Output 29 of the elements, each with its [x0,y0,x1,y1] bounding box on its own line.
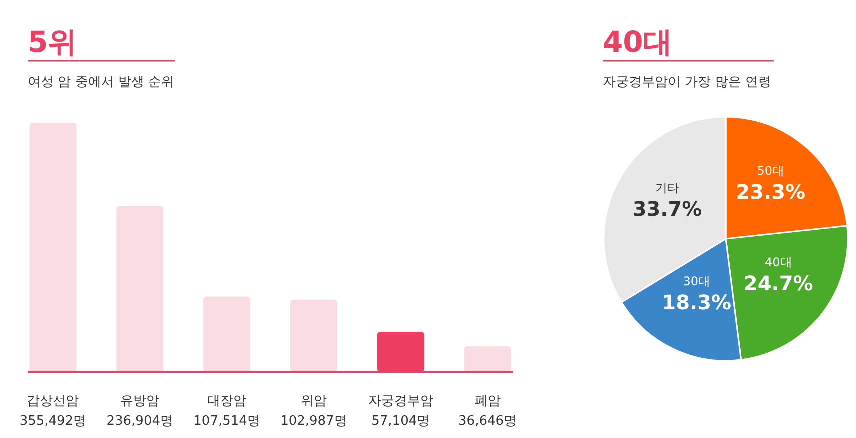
bar [30,123,77,372]
bar [464,346,512,372]
x-tick-label: 대장암 [208,394,247,409]
chart-subtitle: 여성 암 중에서 발생 순위 [28,75,175,90]
slice-label: 기타 [656,181,680,196]
data-label: 24.7% [744,272,814,296]
bar [204,296,251,372]
x-tick-label: 자궁경부암 [368,394,434,409]
bar [290,300,338,372]
slice-label: 30대 [683,274,710,288]
data-label: 23.3% [736,180,806,204]
slice-label: 40대 [764,256,792,270]
data-label: 236,904명 [106,414,174,429]
chart-subtitle: 자궁경부암이 가장 많은 연령 [603,75,772,90]
data-label: 355,492명 [20,414,87,429]
x-tick-label: 폐암 [474,394,501,409]
data-label: 33.7% [632,197,702,222]
bar [116,206,164,372]
data-label: 107,514명 [194,414,260,429]
chart-title: 40대 [603,25,672,59]
x-tick-label: 유방암 [120,394,160,409]
x-tick-label: 갑상선암 [27,394,80,409]
data-label: 36,646명 [458,414,518,429]
data-label: 18.3% [662,290,732,314]
data-label: 57,104명 [372,414,430,429]
slice-label: 50대 [757,164,784,178]
data-label: 102,987명 [280,414,348,429]
chart-title: 5위 [28,25,78,59]
x-tick-label: 위암 [300,394,327,409]
